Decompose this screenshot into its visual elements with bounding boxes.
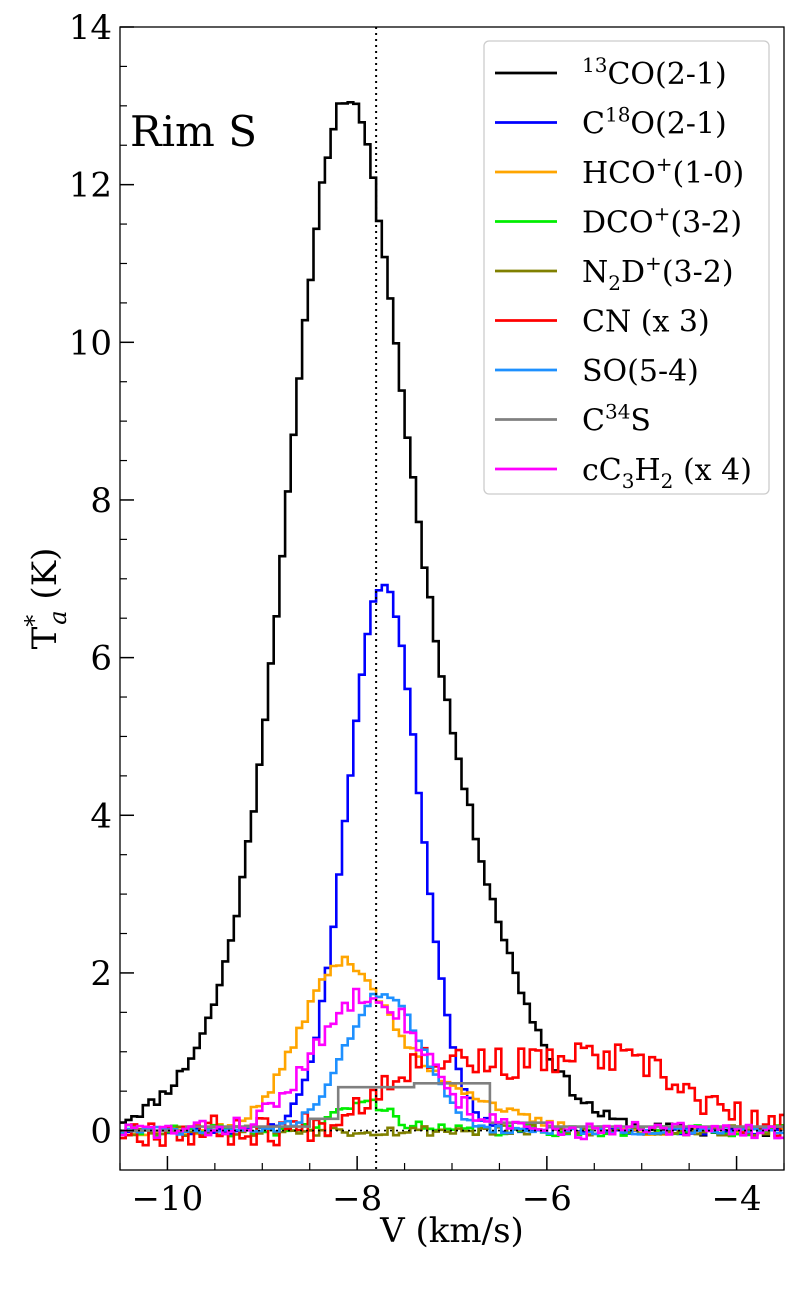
y-tick-label-7: 14: [69, 8, 112, 48]
y-axis-title: T*a (K): [20, 548, 72, 650]
reference-lines: [120, 27, 784, 1170]
legend-label-8: cC3H2 (x 4): [582, 453, 752, 493]
series-line-5: [120, 1042, 784, 1147]
panel-annotation: Rim S: [130, 107, 257, 156]
legend: 13CO(2-1) C18O(2-1) HCO+(1-0) DCO+(3-2) N2D+…: [483, 40, 770, 495]
legend-label-0: 13CO(2-1): [582, 53, 727, 92]
x-tick-label-1: −8: [332, 1179, 382, 1219]
legend-label-5: CN (x 3): [582, 305, 710, 340]
axis-ticks: −10 −8 −6 −4 0 2 4 6 8 10 12 14: [69, 8, 785, 1219]
y-tick-label-5: 10: [69, 323, 112, 363]
y-tick-label-4: 8: [90, 481, 112, 521]
y-tick-label-6: 12: [69, 166, 112, 206]
y-tick-label-0: 0: [90, 1112, 112, 1152]
legend-label-4: N2D+(3-2): [582, 251, 734, 295]
legend-label-7: C34S: [582, 400, 651, 439]
legend-box: [483, 40, 770, 495]
y-tick-label-2: 4: [90, 796, 112, 836]
x-tick-label-3: −4: [712, 1179, 762, 1219]
legend-label-1: C18O(2-1): [582, 103, 727, 142]
series-line-8: [120, 987, 784, 1141]
x-tick-label-2: −6: [522, 1179, 572, 1219]
x-tick-label-0: −10: [132, 1179, 204, 1219]
legend-label-3: DCO+(3-2): [582, 202, 742, 241]
series-layer: [120, 101, 784, 1147]
x-axis-title: V (km/s): [379, 1211, 524, 1251]
y-tick-label-1: 2: [90, 954, 112, 994]
y-tick-label-3: 6: [90, 639, 112, 679]
legend-label-2: HCO+(1-0): [582, 152, 744, 191]
legend-label-6: SO(5-4): [582, 354, 699, 389]
